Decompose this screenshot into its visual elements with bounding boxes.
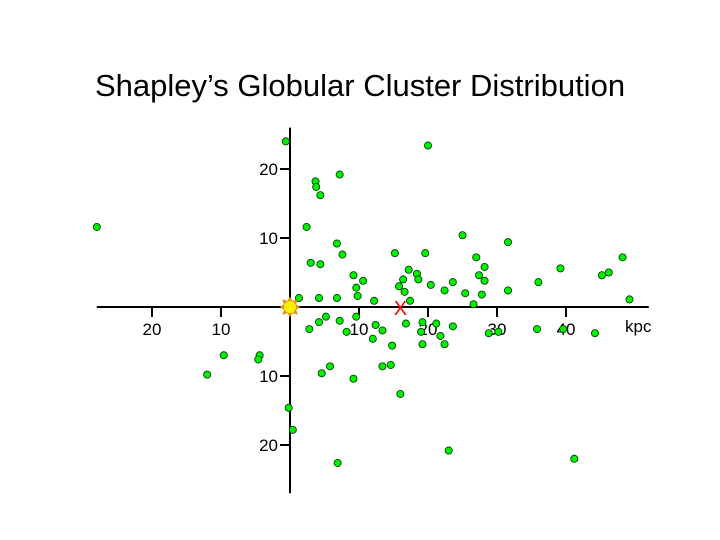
cluster-point	[284, 403, 293, 412]
cluster-point	[406, 296, 415, 305]
cluster-point	[625, 295, 634, 304]
cluster-point	[461, 289, 470, 298]
cluster-point	[494, 327, 503, 336]
cluster-point	[475, 271, 484, 280]
y-tick-label: 20	[259, 160, 278, 179]
cluster-point	[469, 300, 478, 309]
y-tick-label: 10	[259, 367, 278, 386]
cluster-point	[395, 282, 404, 291]
cluster-point	[440, 286, 449, 295]
cluster-point	[480, 276, 489, 285]
cluster-point	[316, 260, 325, 269]
x-tick-label: 10	[350, 320, 369, 339]
cluster-point	[378, 326, 387, 335]
cluster-point	[590, 329, 599, 338]
cluster-point	[417, 327, 426, 336]
cluster-point	[342, 327, 351, 336]
cluster-point	[484, 329, 493, 338]
cluster-point	[534, 278, 543, 287]
tick-marks	[151, 168, 567, 446]
cluster-point	[368, 334, 377, 343]
cluster-point	[306, 258, 315, 267]
cluster-point	[388, 341, 397, 350]
cluster-point	[604, 268, 613, 277]
cluster-point	[335, 170, 344, 179]
cluster-point	[314, 318, 323, 327]
cluster-point	[321, 312, 330, 321]
cluster-point	[444, 446, 453, 455]
cluster-point	[556, 264, 565, 273]
cluster-point	[436, 331, 445, 340]
cluster-point	[396, 389, 405, 398]
cluster-point	[305, 325, 314, 334]
cluster-point	[92, 222, 101, 231]
cluster-point	[281, 137, 290, 146]
cluster-point	[390, 249, 399, 258]
cluster-points	[92, 137, 634, 467]
cluster-point	[504, 238, 513, 247]
cluster-point	[418, 318, 427, 327]
cluster-point	[317, 369, 326, 378]
cluster-point	[314, 294, 323, 303]
cluster-point	[349, 374, 358, 383]
x-unit-label: kpc	[625, 317, 652, 336]
cluster-point	[371, 320, 380, 329]
cluster-point	[426, 280, 435, 289]
cluster-point	[504, 286, 513, 295]
cluster-point	[570, 454, 579, 463]
x-tick-labels: 201010203040	[143, 320, 576, 339]
cluster-point	[338, 250, 347, 259]
cluster-point	[401, 319, 410, 328]
cluster-point	[203, 370, 212, 379]
cluster-point	[618, 253, 627, 262]
cluster-point	[353, 291, 362, 300]
cluster-point	[399, 275, 408, 284]
markers: X	[279, 296, 407, 320]
cluster-point	[432, 319, 441, 328]
cluster-point	[477, 290, 486, 299]
cluster-point	[349, 271, 358, 280]
cluster-point	[458, 231, 467, 240]
chart-title: Shapley’s Globular Cluster Distribution	[94, 68, 626, 103]
cluster-point	[533, 325, 542, 334]
cluster-point	[332, 294, 341, 303]
cluster-point	[440, 340, 449, 349]
sun-icon	[283, 300, 297, 314]
cluster-point	[352, 283, 361, 292]
cluster-point	[288, 425, 297, 434]
cluster-point	[597, 271, 606, 280]
y-tick-labels: 20 10 10 20	[259, 160, 278, 455]
cluster-point	[448, 322, 457, 331]
cluster-point	[370, 296, 379, 305]
cluster-point	[404, 265, 413, 274]
galactic-center-marker: X	[394, 298, 407, 320]
cluster-point	[400, 287, 409, 296]
cluster-point	[326, 362, 335, 371]
cluster-point	[414, 275, 423, 284]
cluster-point	[316, 191, 325, 200]
cluster-point	[333, 458, 342, 467]
cluster-point	[421, 249, 430, 258]
x-tick-label: 20	[143, 320, 162, 339]
cluster-point	[386, 360, 395, 369]
cluster-point	[335, 316, 344, 325]
cluster-point	[472, 253, 481, 262]
cluster-point	[254, 355, 263, 364]
cluster-point	[312, 182, 321, 191]
y-tick-label: 10	[259, 229, 278, 248]
cluster-point	[332, 239, 341, 248]
cluster-point	[423, 141, 432, 150]
x-tick-label: 10	[212, 320, 231, 339]
cluster-point	[418, 340, 427, 349]
cluster-point	[302, 222, 311, 231]
cluster-point	[559, 325, 568, 334]
y-tick-label: 20	[259, 436, 278, 455]
cluster-point	[219, 351, 228, 360]
cluster-point	[448, 278, 457, 287]
cluster-point	[352, 312, 361, 321]
cluster-point	[378, 362, 387, 371]
cluster-point	[480, 262, 489, 271]
cluster-point	[359, 276, 368, 285]
